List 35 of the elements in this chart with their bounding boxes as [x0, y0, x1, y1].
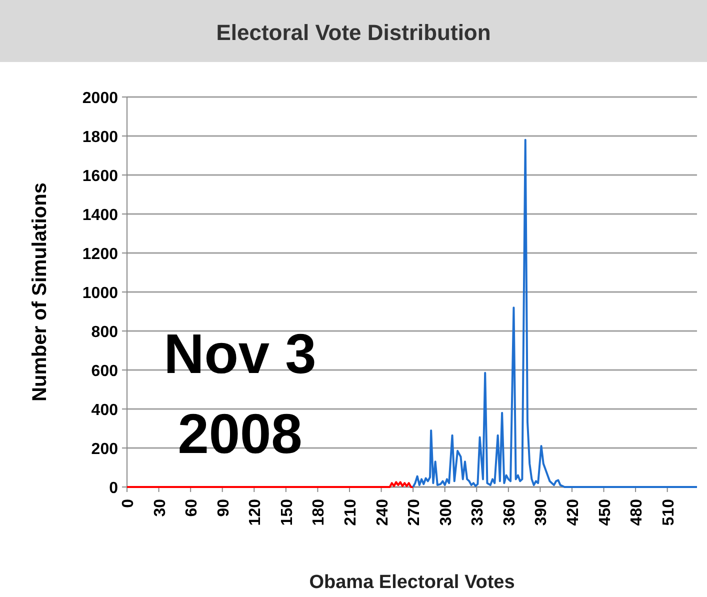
line-series — [412, 138, 698, 488]
x-tick-label: 360 — [501, 498, 518, 526]
x-tick-label: 180 — [310, 498, 328, 526]
y-axis-title: Number of Simulations — [29, 182, 51, 402]
x-tick-label: 210 — [342, 498, 360, 526]
y-tick-label: 400 — [91, 402, 118, 419]
x-tick-label: 120 — [247, 498, 264, 526]
annotation: 2008 — [178, 402, 302, 465]
annotation: Nov 3 — [164, 322, 316, 385]
x-tick-label: 390 — [533, 498, 550, 526]
x-tick-label: 480 — [628, 498, 646, 526]
x-tick-label: 30 — [152, 498, 169, 517]
y-tick-label: 1200 — [82, 246, 118, 263]
y-tick-label: 1000 — [82, 285, 118, 302]
y-tick-label: 1600 — [82, 168, 118, 185]
x-tick-label: 240 — [374, 498, 392, 526]
y-tick-label: 200 — [91, 441, 118, 458]
x-axis-title: Obama Electoral Votes — [309, 572, 515, 593]
y-tick-label: 1400 — [82, 207, 118, 224]
x-tick-label: 270 — [406, 498, 424, 526]
x-tick-label: 60 — [184, 498, 201, 517]
y-tick-label: 1800 — [82, 129, 118, 146]
y-tick-label: 800 — [91, 324, 118, 341]
y-tick-label: 0 — [109, 480, 118, 497]
x-tick-label: 450 — [596, 498, 614, 526]
x-tick-label: 510 — [660, 498, 678, 526]
x-tick-label: 330 — [470, 498, 487, 526]
x-tick-label: 420 — [564, 498, 582, 526]
y-tick-label: 600 — [91, 363, 118, 380]
chart-title: Electoral Vote Distribution — [216, 20, 491, 45]
x-tick-label: 0 — [120, 498, 137, 508]
x-tick-label: 90 — [215, 498, 232, 517]
x-tick-label: 150 — [278, 498, 296, 526]
x-tick-label: 300 — [438, 498, 455, 526]
y-tick-label: 2000 — [82, 90, 118, 107]
